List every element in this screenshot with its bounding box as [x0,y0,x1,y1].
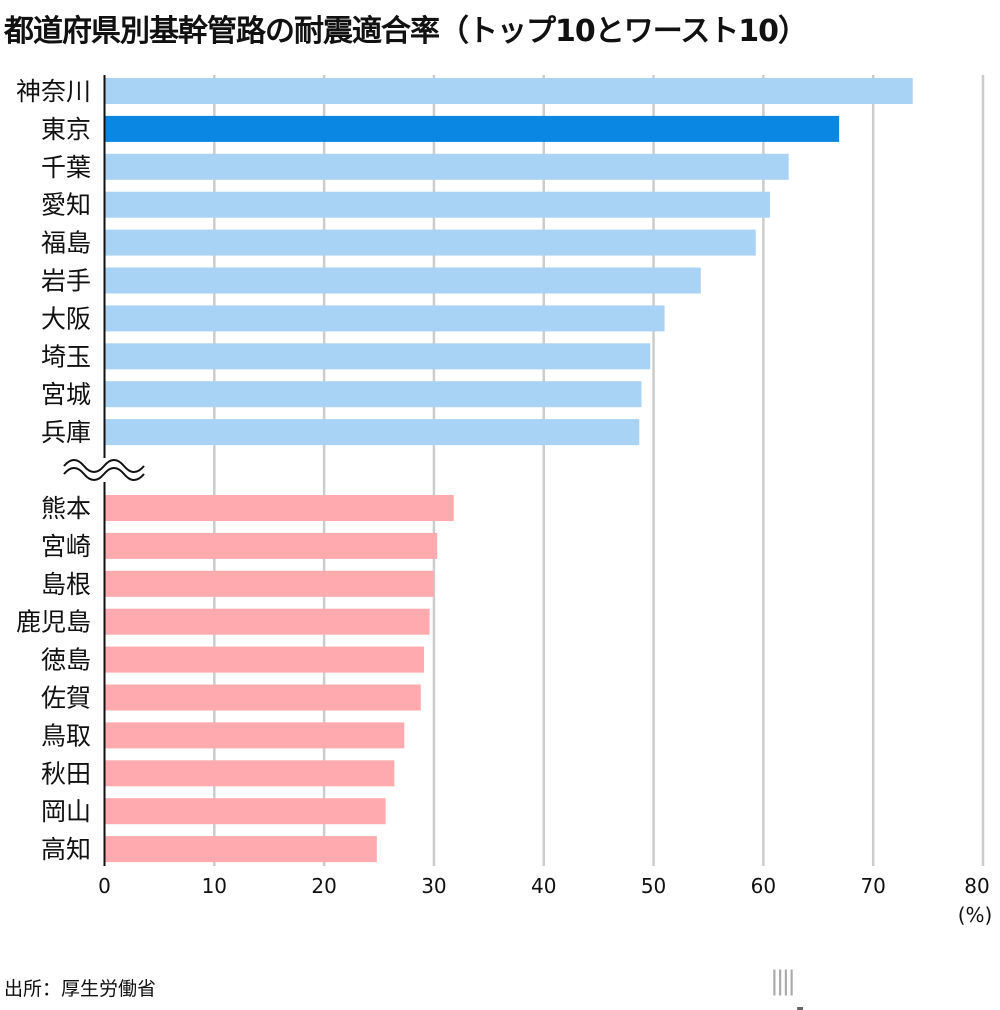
axis-break-gap [60,458,150,482]
x-tick-label: 50 [641,874,666,898]
category-label: 鹿児島 [16,608,91,637]
bar [104,78,913,104]
category-label: 兵庫 [41,418,91,447]
category-label: 神奈川 [16,77,91,106]
bar [104,229,756,256]
category-label: 千葉 [41,153,91,182]
x-tick-label: 60 [751,874,776,898]
bar [104,343,651,370]
bar [104,646,425,673]
bar [104,305,665,332]
x-tick-label: 80 [964,874,989,898]
category-label: 福島 [41,229,91,258]
bar [104,267,701,294]
category-label: 島根 [41,570,91,599]
category-label: 鳥取 [41,721,91,750]
category-label: 佐賀 [41,684,91,713]
category-label: 東京 [41,115,91,144]
bar [104,419,640,446]
category-label: 熊本 [41,494,91,523]
category-label: 埼玉 [41,342,91,371]
category-label: 岩手 [41,267,91,296]
x-tick-label: 70 [860,874,885,898]
category-label: 大阪 [41,304,91,333]
source-note: 出所：厚生労働省 [4,978,157,1000]
category-label: 岡山 [41,797,91,826]
category-label: 秋田 [41,759,91,788]
bar [104,760,395,787]
x-tick-label: 20 [311,874,336,898]
category-label: 高知 [41,835,91,864]
bar [104,722,405,749]
logo-waves-icon: |||| [770,966,796,996]
x-tick-label: 10 [202,874,227,898]
bar [104,836,377,863]
bar [104,608,430,635]
category-label: 宮城 [41,380,91,409]
x-tick-label: 0 [98,874,111,898]
bar [104,153,789,180]
bar [104,532,438,559]
bar [104,381,642,408]
bar [104,191,770,218]
bar [104,495,454,521]
nippon-logo: |||| nippon.com [770,962,1000,1010]
chart-title: 都道府県別基幹管路の耐震適合率（トップ10とワースト10） [4,14,808,49]
axis-break-mark [63,467,145,481]
bar [104,684,421,711]
x-tick-label: 40 [531,874,556,898]
category-label: 愛知 [41,191,91,220]
x-axis-unit: (%) [958,903,993,927]
bar [104,798,386,825]
x-tick-label: 30 [421,874,446,898]
bar [104,115,840,142]
axis-break-mark [63,459,145,473]
category-label: 宮崎 [41,532,91,561]
bar [104,570,434,597]
category-label: 徳島 [41,646,91,675]
